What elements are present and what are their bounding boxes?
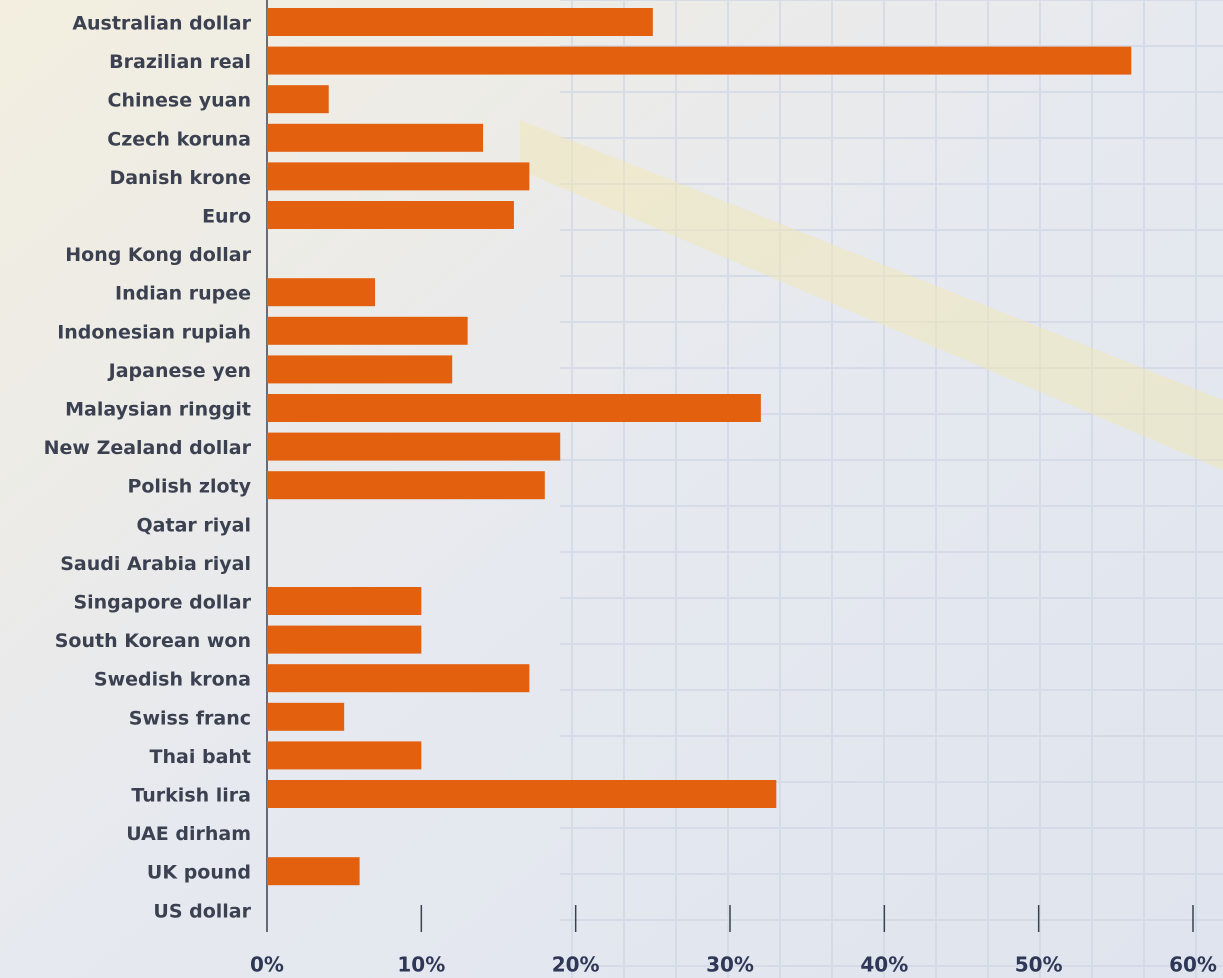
x-tick-label: 40% <box>860 953 908 977</box>
category-label: Japanese yen <box>107 360 251 382</box>
bar <box>267 201 514 229</box>
category-label: Danish krone <box>109 167 251 189</box>
bar <box>267 664 530 693</box>
bar <box>267 316 468 345</box>
x-tick-label: 60% <box>1169 953 1217 977</box>
bar <box>267 394 761 422</box>
bar <box>267 857 360 886</box>
category-label: New Zealand dollar <box>44 437 252 459</box>
category-label: South Korean won <box>55 630 251 652</box>
bar <box>267 8 653 36</box>
bar <box>267 741 422 770</box>
bar <box>267 85 329 114</box>
bar <box>267 162 530 191</box>
category-label: Malaysian ringgit <box>65 399 251 421</box>
category-label: Indonesian rupiah <box>57 321 251 343</box>
bar <box>267 780 777 808</box>
crane-decoration <box>520 120 1223 470</box>
bar <box>267 123 484 152</box>
category-label: Australian dollar <box>72 13 251 35</box>
x-tick-label: 30% <box>706 953 754 977</box>
bar <box>267 587 422 615</box>
bar <box>267 471 545 500</box>
category-label: Qatar riyal <box>137 514 251 536</box>
category-label: Singapore dollar <box>73 592 251 614</box>
category-label: UAE dirham <box>126 823 251 845</box>
category-label: Hong Kong dollar <box>65 244 251 266</box>
category-label: Euro <box>202 206 251 228</box>
x-tick-label: 0% <box>250 953 284 977</box>
category-label: Polish zloty <box>127 476 251 498</box>
bar <box>267 625 422 654</box>
category-label: UK pound <box>147 862 251 884</box>
category-label: US dollar <box>153 900 251 922</box>
bar <box>267 355 453 384</box>
x-tick-label: 50% <box>1015 953 1063 977</box>
category-label: Saudi Arabia riyal <box>60 553 251 575</box>
bar <box>267 46 1132 75</box>
bar <box>267 432 561 461</box>
category-label: Turkish lira <box>131 785 251 807</box>
category-label: Chinese yuan <box>108 90 251 112</box>
category-label: Brazilian real <box>109 51 251 73</box>
category-label: Thai baht <box>150 746 251 768</box>
background-pattern <box>560 0 1223 978</box>
x-tick-label: 20% <box>552 953 600 977</box>
x-tick-label: 10% <box>397 953 445 977</box>
category-label: Czech koruna <box>107 128 251 150</box>
bar <box>267 278 376 307</box>
category-label: Indian rupee <box>115 283 251 305</box>
category-label: Swedish krona <box>94 669 251 691</box>
category-label: Swiss franc <box>129 707 251 729</box>
bar <box>267 702 345 731</box>
